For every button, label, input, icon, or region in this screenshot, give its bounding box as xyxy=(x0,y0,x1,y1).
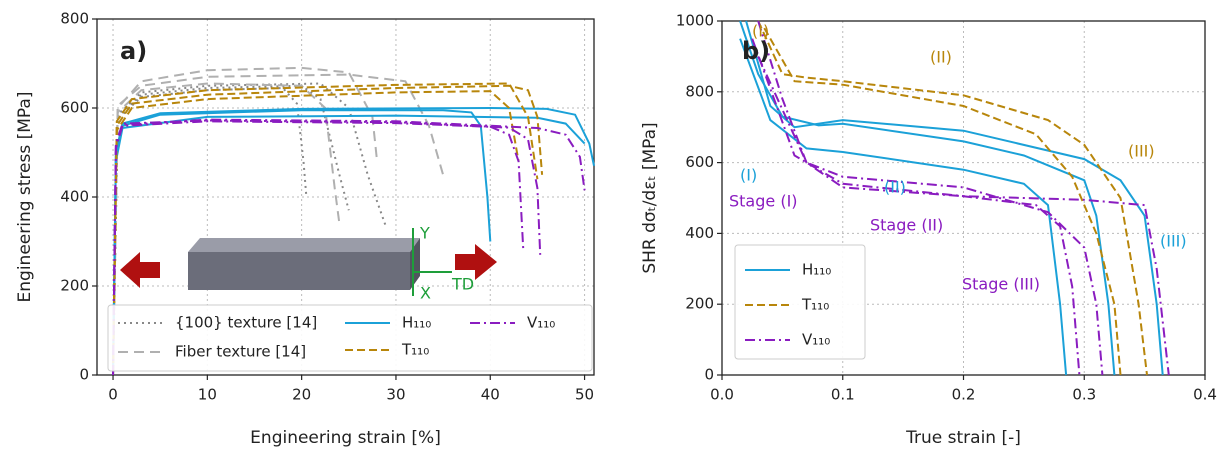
data-line xyxy=(739,38,1068,376)
stage-annotation: (II) xyxy=(884,178,906,197)
x-axis-label: Engineering strain [%] xyxy=(250,428,441,448)
x-axis-label: True strain [-] xyxy=(905,428,1021,448)
legend-label: {100} texture [14] xyxy=(175,314,317,332)
x-tick-label: 0.2 xyxy=(952,386,976,404)
axis-annotation: X xyxy=(420,284,431,303)
y-tick-label: 0 xyxy=(79,366,89,384)
data-line xyxy=(112,86,308,376)
x-tick-label: 10 xyxy=(198,386,217,404)
x-tick-label: 20 xyxy=(292,386,311,404)
x-tick-label: 0.1 xyxy=(831,386,855,404)
data-line xyxy=(112,73,445,376)
y-tick-label: 0 xyxy=(704,366,714,384)
legend-label: T₁₁₀ xyxy=(401,341,429,359)
x-tick-label: 0.3 xyxy=(1072,386,1096,404)
panel-label: a) xyxy=(120,37,147,65)
y-tick-label: 800 xyxy=(60,10,89,28)
legend-label: T₁₁₀ xyxy=(801,296,829,314)
specimen-sketch xyxy=(120,228,497,296)
data-line xyxy=(112,84,544,376)
plot-frame xyxy=(721,20,1206,376)
y-axis-label: SHR dσₜ/dεₜ [MPa] xyxy=(640,122,660,273)
stage-annotation: Stage (II) xyxy=(870,216,943,235)
y-tick-label: 200 xyxy=(60,277,89,295)
legend-label: V₁₁₀ xyxy=(527,314,555,332)
y-tick-label: 800 xyxy=(685,82,714,100)
y-tick-label: 400 xyxy=(685,224,714,242)
y-tick-label: 600 xyxy=(60,99,89,117)
y-tick-label: 200 xyxy=(685,295,714,313)
x-tick-label: 0.4 xyxy=(1193,386,1217,404)
data-line xyxy=(112,106,595,376)
panel: 0.0 0.1 0.2 0.3 0.4 0 200 400 600 800 1000 True str… xyxy=(640,12,1217,449)
stage-annotation: (I) xyxy=(752,22,769,41)
stage-annotation: (II) xyxy=(930,48,952,67)
x-tick-label: 0.0 xyxy=(710,386,734,404)
y-tick-label: 600 xyxy=(685,153,714,171)
legend-box xyxy=(734,244,866,360)
data-line xyxy=(763,27,1122,376)
y-tick-label: 1000 xyxy=(676,12,714,30)
panel: 0 10 20 30 40 50 0 200 400 600 800 Engineering stra… xyxy=(15,10,595,448)
data-line xyxy=(757,55,1104,376)
x-tick-label: 0 xyxy=(108,386,118,404)
axis-annotation: Y xyxy=(419,224,430,243)
stage-annotation: Stage (I) xyxy=(729,192,798,211)
data-line xyxy=(745,20,1164,376)
plot-frame xyxy=(96,18,595,376)
legend-label: Fiber texture [14] xyxy=(175,343,306,361)
data-line xyxy=(112,118,586,376)
stage-annotation: (III) xyxy=(1128,142,1155,161)
axis-annotation: TD xyxy=(451,275,474,294)
data-line xyxy=(112,82,341,376)
y-axis-label: Engineering stress [MPa] xyxy=(15,92,35,303)
x-tick-label: 40 xyxy=(481,386,500,404)
stage-annotation: Stage (III) xyxy=(962,275,1040,294)
data-line xyxy=(112,90,520,376)
legend-label: H₁₁₀ xyxy=(402,314,431,332)
legend-label: V₁₁₀ xyxy=(802,331,830,349)
data-line xyxy=(112,82,539,376)
legend-box xyxy=(107,304,593,372)
panel-label: b) xyxy=(742,37,770,65)
stage-annotation: (I) xyxy=(740,166,757,185)
stage-annotation: (III) xyxy=(1160,232,1187,251)
x-tick-label: 30 xyxy=(386,386,405,404)
x-tick-label: 50 xyxy=(575,386,594,404)
y-tick-label: 400 xyxy=(60,188,89,206)
legend-label: H₁₁₀ xyxy=(802,261,831,279)
